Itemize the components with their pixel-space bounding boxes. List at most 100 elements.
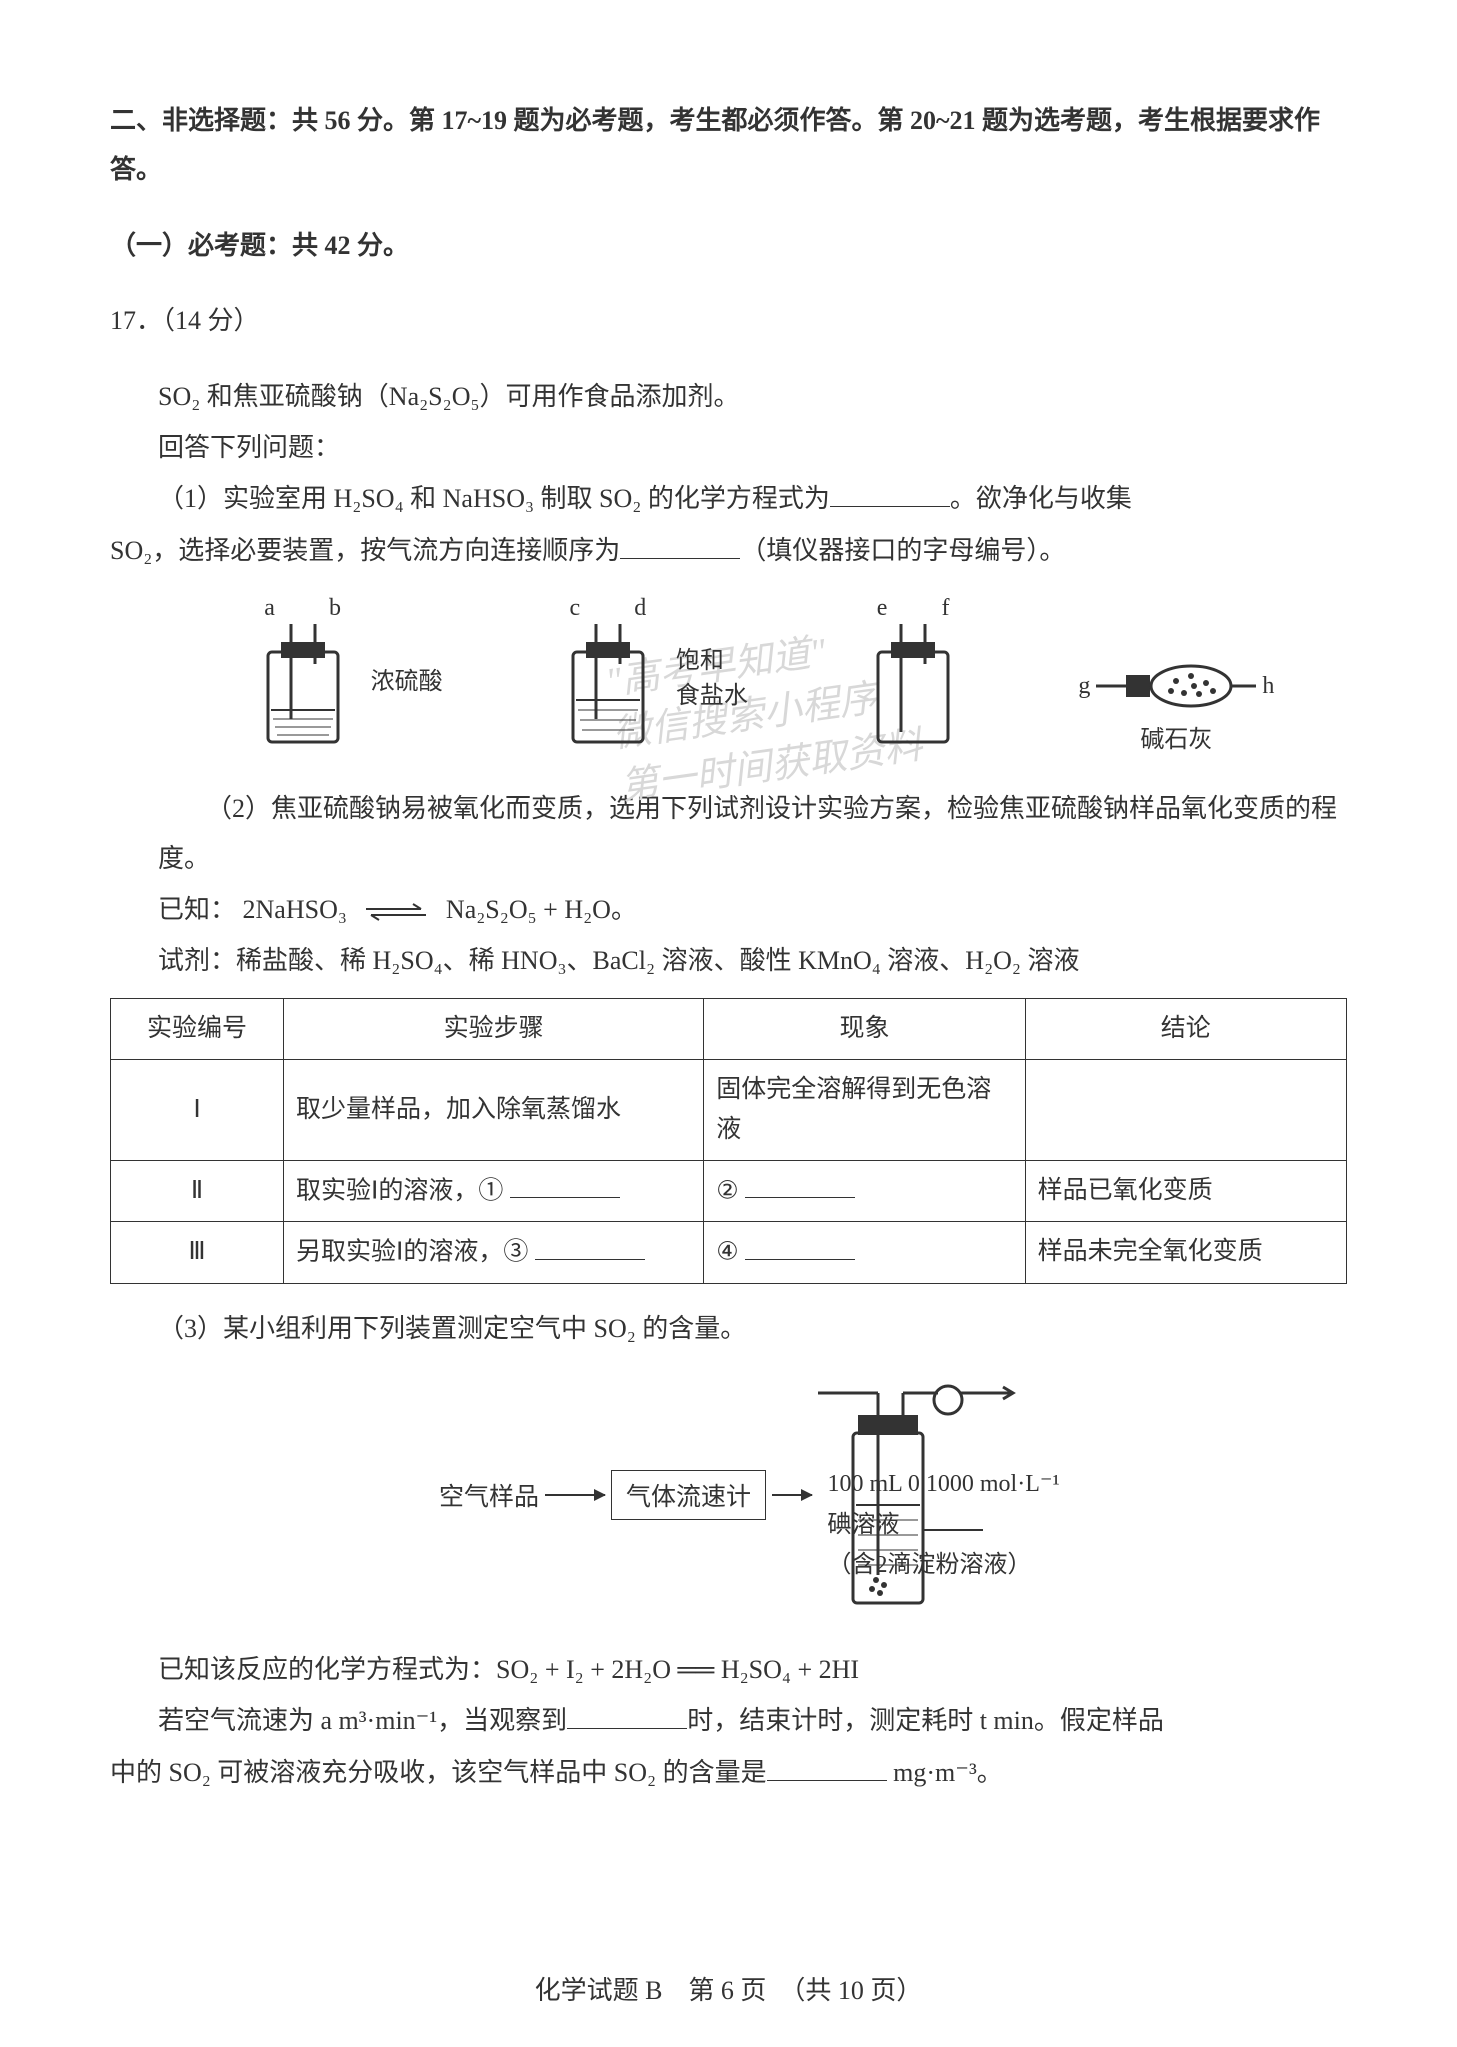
flow-diagram: 空气样品 气体流速计	[110, 1365, 1347, 1625]
p1-text-a: （1）实验室用 H₂SO₄ 和 NaHSO₃ 制取 SO₂ 的化学方程式为	[158, 484, 830, 513]
part1-line2: SO₂，选择必要装置，按气流方向连接顺序为 （填仪器接口的字母编号）。	[110, 526, 1347, 575]
th-step: 实验步骤	[284, 998, 704, 1059]
known-line: 已知： 2NaHSO₃ Na₂S₂O₅ + H₂O。	[110, 885, 1347, 934]
cell-id-1: Ⅰ	[111, 1059, 284, 1160]
table-row: Ⅱ 取实验Ⅰ的溶液，① ② 样品已氧化变质	[111, 1160, 1347, 1222]
bottle-ef-svg	[853, 624, 973, 754]
p3b-a: 若空气流速为 a m³·min⁻¹，当观察到	[158, 1706, 567, 1735]
th-phen: 现象	[704, 998, 1025, 1059]
blank-content	[767, 1752, 887, 1781]
tube-svg	[1096, 661, 1256, 711]
known2-eq: SO₂ + I₂ + 2H₂O ══ H₂SO₄ + 2HI	[496, 1655, 859, 1684]
apparatus-ab: a b 浓硫酸	[243, 595, 443, 754]
p2-text: （2）焦亚硫酸钠易被氧化而变质，选用下列试剂设计实验方案，检验焦亚硫酸钠样品氧化…	[158, 794, 1337, 872]
known-right: Na₂S₂O₅ + H₂O。	[446, 895, 637, 924]
exam-page: "高考早知道" 微信搜索小程序 第一时间获取资料 二、非选择题：共 56 分。第…	[0, 0, 1457, 2047]
reagent-prefix: 试剂：	[158, 946, 236, 975]
page-footer: 化学试题 B 第 6 页 （共 10 页）	[0, 1970, 1457, 2007]
blank-step-2	[510, 1171, 620, 1199]
table-row: Ⅰ 取少量样品，加入除氧蒸馏水 固体完全溶解得到无色溶液	[111, 1059, 1347, 1160]
phen2-prefix: ②	[716, 1177, 738, 1204]
question-number: 17．（14 分）	[110, 296, 1347, 345]
known2-prefix: 已知该反应的化学方程式为：	[158, 1655, 496, 1684]
table-row: Ⅲ 另取实验Ⅰ的溶液，③ ④ 样品未完全氧化变质	[111, 1222, 1347, 1284]
cell-id-3: Ⅲ	[111, 1222, 284, 1284]
step2-prefix: 取实验Ⅰ的溶液，①	[296, 1177, 503, 1204]
label-g: g	[1078, 673, 1090, 700]
known-prefix: 已知：	[158, 895, 236, 924]
iodine-labels: 100 mL 0.1000 mol·L⁻¹ 碘溶液 （含2滴淀粉溶液）	[827, 1464, 1059, 1586]
p1-text-b: 。欲净化与收集	[950, 484, 1132, 513]
part2-text: （2）焦亚硫酸钠易被氧化而变质，选用下列试剂设计实验方案，检验焦亚硫酸钠样品氧化…	[110, 784, 1347, 883]
label-saltwater: 食盐水	[676, 675, 748, 710]
label-b: b	[329, 595, 341, 622]
section-header-sub: （一）必考题：共 42 分。	[110, 221, 1347, 270]
equilibrium-arrows	[361, 902, 431, 922]
apparatus-gh: g h 碱石灰	[1078, 661, 1274, 754]
tube-gh: g h	[1078, 661, 1274, 711]
question-intro: SO₂ 和焦亚硫酸钠（Na₂S₂O₅）可用作食品添加剂。	[110, 372, 1347, 421]
label-h: h	[1262, 673, 1274, 700]
phen3-prefix: ④	[716, 1239, 738, 1266]
reagent-text: 稀盐酸、稀 H₂SO₄、稀 HNO₃、BaCl₂ 溶液、酸性 KMnO₄ 溶液、…	[236, 946, 1079, 975]
flowmeter-box: 气体流速计	[611, 1470, 766, 1520]
air-sample-label: 空气样品	[439, 1477, 539, 1513]
bottle-cd-svg	[548, 624, 668, 754]
p3b-line2: 中的 SO₂ 可被溶液充分吸收，该空气样品中 SO₂ 的含量是 mg·m⁻³。	[110, 1748, 1347, 1797]
section-header-main: 二、非选择题：共 56 分。第 17~19 题为必考题，考生都必须作答。第 20…	[110, 96, 1347, 195]
blank-step-3	[535, 1232, 645, 1260]
p1-text-c: SO₂，选择必要装置，按气流方向连接顺序为	[110, 536, 620, 565]
known-left: 2NaHSO₃	[243, 895, 347, 924]
p1-text-d: （填仪器接口的字母编号）。	[740, 536, 1065, 565]
th-id: 实验编号	[111, 998, 284, 1059]
labels-cd: c d	[570, 595, 647, 622]
arrow-2	[772, 1494, 812, 1496]
apparatus-row: a b 浓硫酸 c	[170, 595, 1347, 754]
labels-ab: a b	[264, 595, 341, 622]
iodine-line3: （含2滴淀粉溶液）	[827, 1545, 1059, 1586]
part1-line1: （1）实验室用 H₂SO₄ 和 NaHSO₃ 制取 SO₂ 的化学方程式为 。欲净…	[110, 474, 1347, 523]
blank-equation	[830, 479, 950, 508]
label-e: e	[877, 595, 888, 622]
iodine-line1: 100 mL 0.1000 mol·L⁻¹	[827, 1464, 1059, 1505]
cell-conc-3: 样品未完全氧化变质	[1025, 1222, 1346, 1284]
label-d: d	[634, 595, 646, 622]
table-header-row: 实验编号 实验步骤 现象 结论	[111, 998, 1347, 1059]
th-conc: 结论	[1025, 998, 1346, 1059]
label-f: f	[941, 595, 949, 622]
label-c: c	[570, 595, 581, 622]
apparatus-cd: c d 饱和 食盐水	[548, 595, 748, 754]
answer-prompt: 回答下列问题：	[110, 423, 1347, 472]
cell-conc-2: 样品已氧化变质	[1025, 1160, 1346, 1222]
p3b-c: 中的 SO₂ 可被溶液充分吸收，该空气样品中 SO₂ 的含量是	[110, 1758, 767, 1787]
blank-order	[620, 530, 740, 559]
p3b-d: mg·m⁻³。	[887, 1758, 1003, 1787]
p3b-line1: 若空气流速为 a m³·min⁻¹，当观察到 时，结束计时，测定耗时 t min。…	[110, 1696, 1347, 1745]
cell-step-3: 另取实验Ⅰ的溶液，③	[284, 1222, 704, 1284]
cell-id-2: Ⅱ	[111, 1160, 284, 1222]
cell-phen-2: ②	[704, 1160, 1025, 1222]
known2-line: 已知该反应的化学方程式为：SO₂ + I₂ + 2H₂O ══ H₂SO₄ + …	[110, 1645, 1347, 1694]
apparatus-ef: e f	[853, 595, 973, 754]
blank-observe	[567, 1701, 687, 1730]
part3-text: （3）某小组利用下列装置测定空气中 SO₂ 的含量。	[110, 1304, 1347, 1353]
experiment-table: 实验编号 实验步骤 现象 结论 Ⅰ 取少量样品，加入除氧蒸馏水 固体完全溶解得到…	[110, 998, 1347, 1284]
step3-prefix: 另取实验Ⅰ的溶液，③	[296, 1239, 528, 1266]
iodine-line2: 碘溶液	[827, 1505, 1059, 1546]
label-sodalime: 碱石灰	[1140, 719, 1212, 754]
labels-ef: e f	[877, 595, 950, 622]
reagent-line: 试剂：稀盐酸、稀 H₂SO₄、稀 HNO₃、BaCl₂ 溶液、酸性 KMnO₄ …	[110, 936, 1347, 985]
cell-step-1: 取少量样品，加入除氧蒸馏水	[284, 1059, 704, 1160]
label-saturated: 饱和	[676, 640, 748, 675]
cell-phen-3: ④	[704, 1222, 1025, 1284]
bottle-ab-svg	[243, 624, 363, 754]
blank-phen-2	[745, 1171, 855, 1199]
label-conc-acid: 浓硫酸	[371, 661, 443, 696]
label-a: a	[264, 595, 275, 622]
cell-step-2: 取实验Ⅰ的溶液，①	[284, 1160, 704, 1222]
cell-conc-1	[1025, 1059, 1346, 1160]
arrow-1	[545, 1494, 605, 1496]
cell-phen-1: 固体完全溶解得到无色溶液	[704, 1059, 1025, 1160]
blank-phen-3	[745, 1232, 855, 1260]
p3b-b: 时，结束计时，测定耗时 t min。假定样品	[687, 1706, 1164, 1735]
